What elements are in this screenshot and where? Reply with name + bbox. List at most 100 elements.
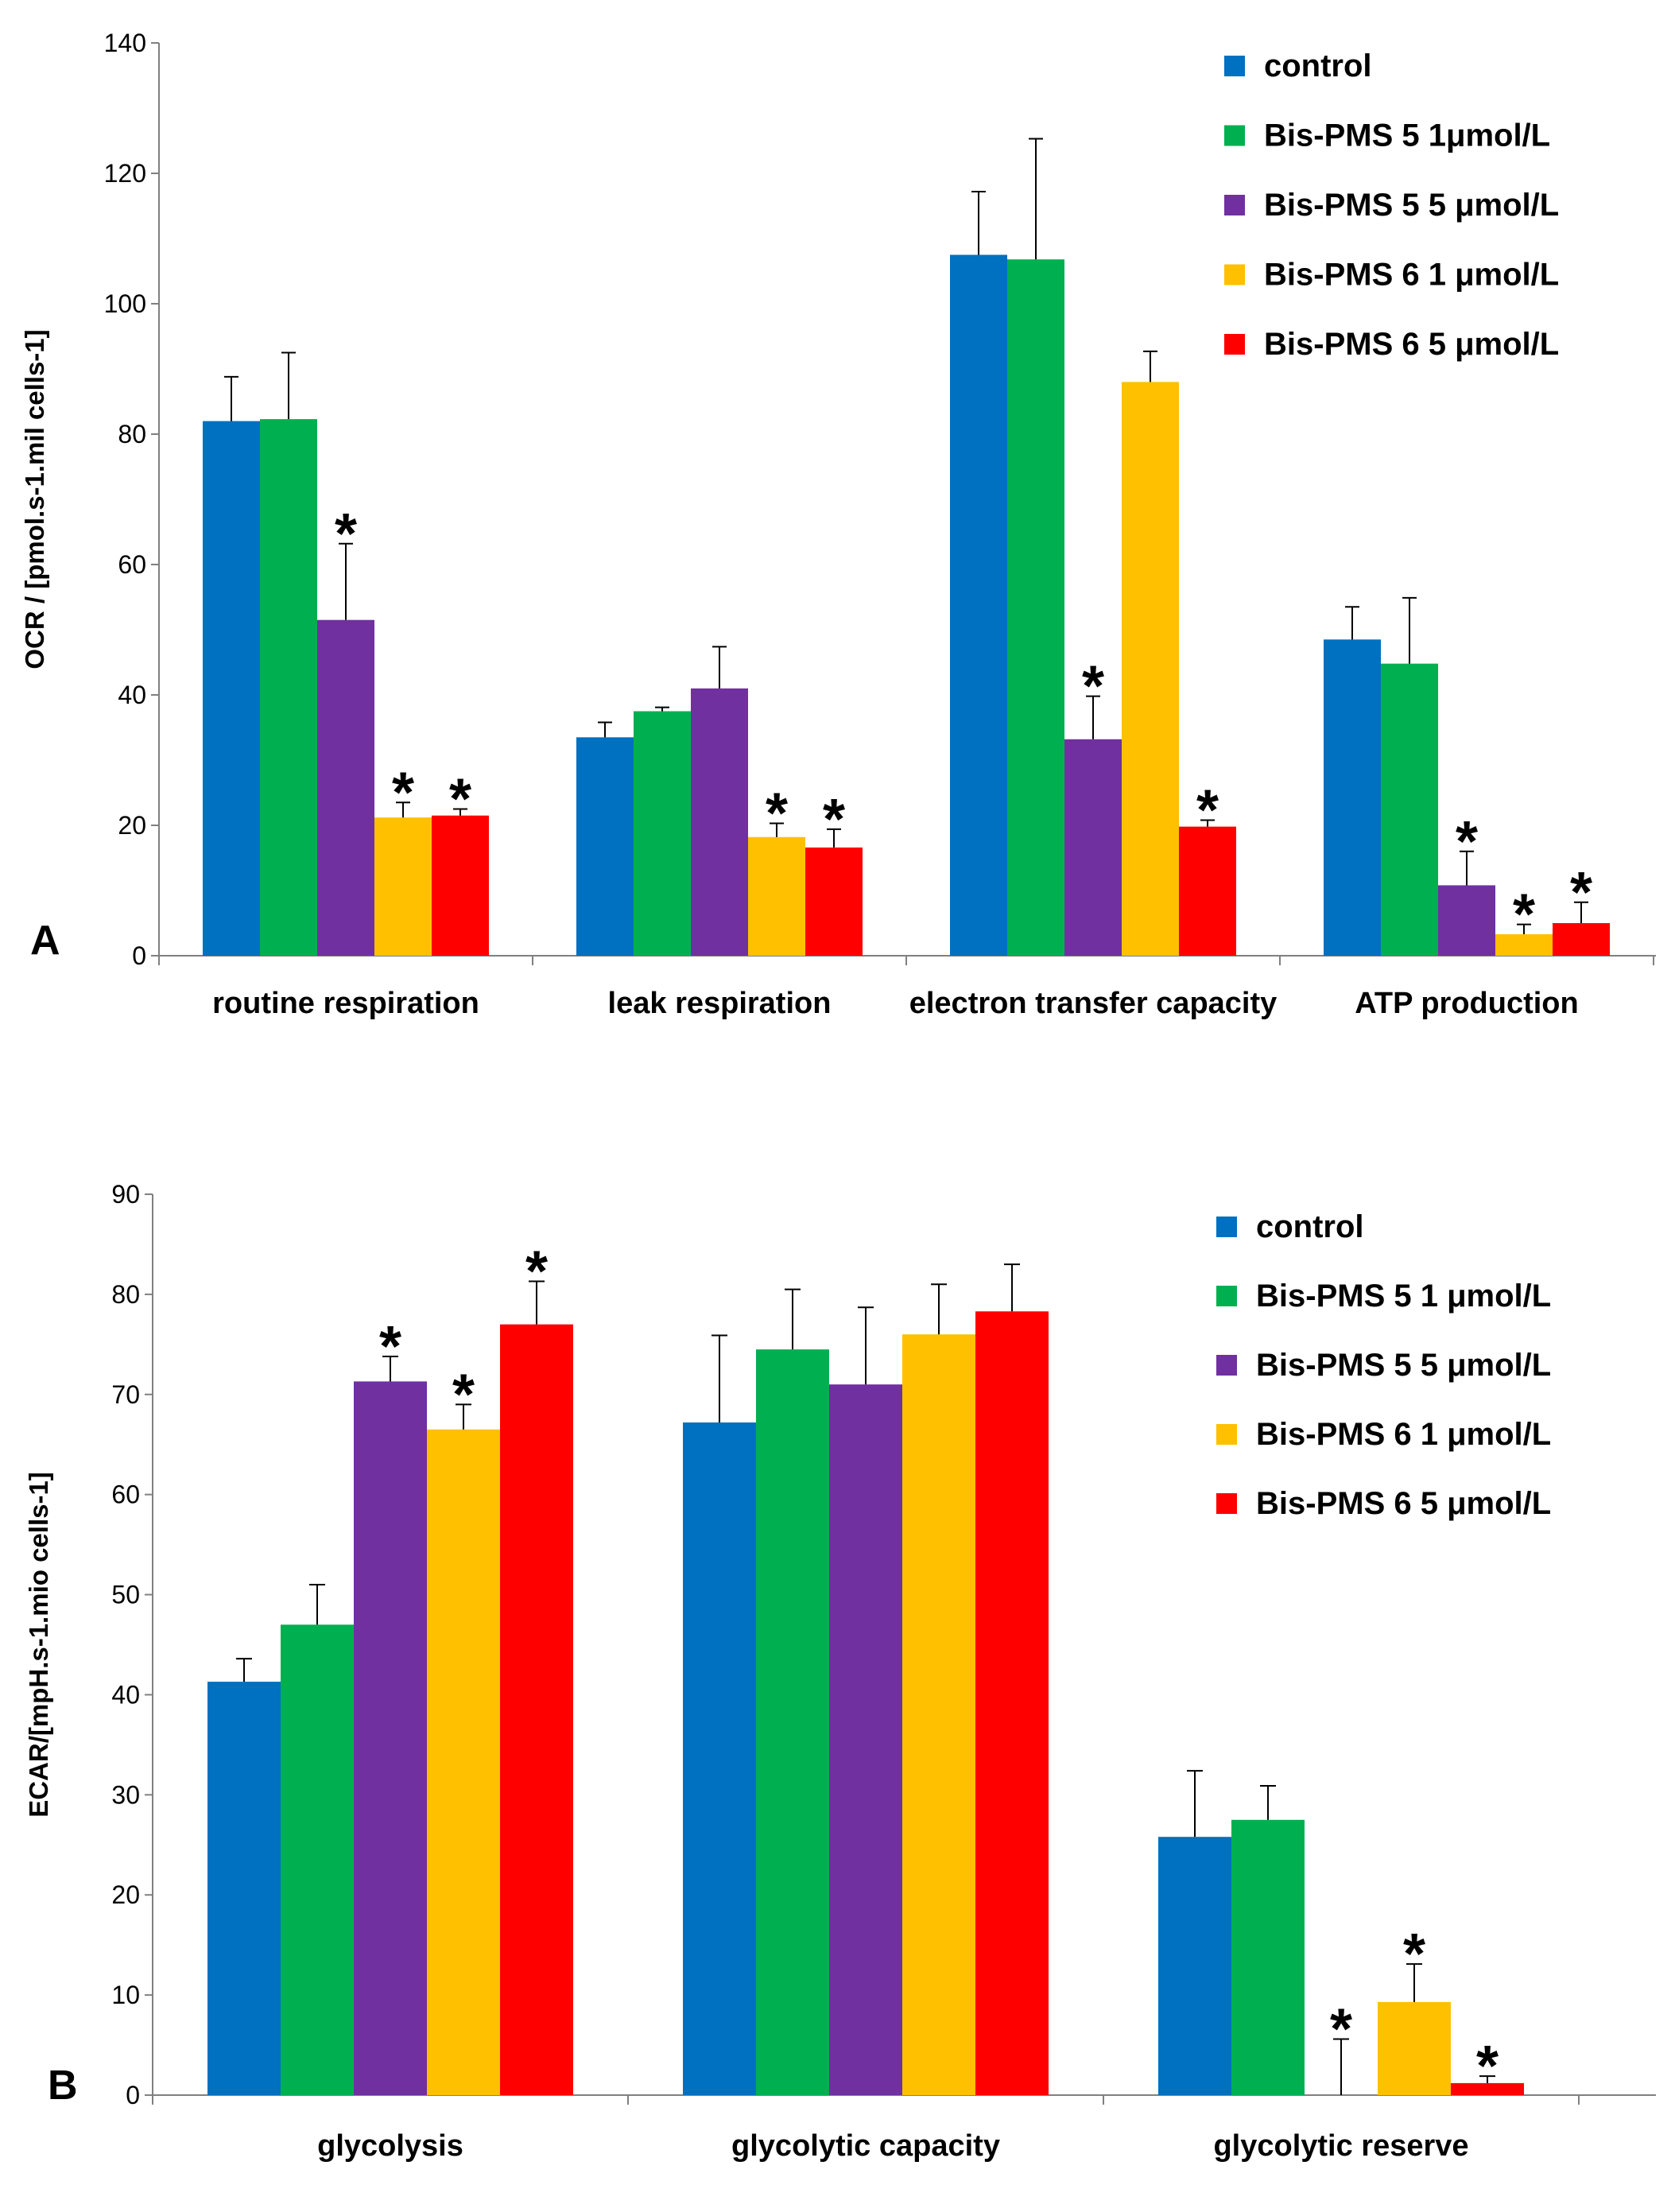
legend-swatch: [1224, 195, 1245, 215]
legend-swatch: [1216, 1355, 1237, 1376]
significance-marker: *: [1513, 883, 1535, 947]
bar: [1553, 923, 1610, 956]
bar: [1231, 1819, 1305, 2095]
legend-swatch: [1224, 334, 1245, 355]
legend-label: Bis-PMS 5 5 μmol/L: [1264, 188, 1559, 223]
bar: [805, 847, 863, 956]
bar: [756, 1349, 829, 2095]
legend-label: Bis-PMS 6 1 μmol/L: [1256, 1417, 1551, 1452]
legend-label: Bis-PMS 6 5 μmol/L: [1264, 327, 1559, 362]
bar: [203, 421, 260, 956]
bar: [1064, 739, 1122, 956]
y-tick-label: 10: [111, 1981, 140, 2009]
significance-marker: *: [1403, 1923, 1425, 1986]
bar: [1179, 826, 1236, 956]
bar: [683, 1422, 756, 2095]
legend-label: Bis-PMS 6 5 μmol/L: [1256, 1486, 1551, 1521]
y-axis-label: OCR / [pmol.s-1.mil cells-1]: [20, 329, 49, 669]
bar: [281, 1624, 354, 2095]
y-tick-label: 30: [111, 1780, 140, 1809]
legend-label: control: [1256, 1209, 1364, 1244]
legend-label: Bis-PMS 6 1 μmol/L: [1264, 258, 1559, 293]
y-tick-label: 120: [104, 159, 146, 188]
bar: [427, 1429, 500, 2095]
legend-label: control: [1264, 49, 1372, 83]
bar: [634, 711, 691, 956]
significance-marker: *: [823, 788, 845, 852]
bar: [748, 836, 805, 956]
y-tick-label: 90: [111, 1180, 140, 1209]
bar: [432, 815, 489, 956]
y-tick-label: 50: [111, 1581, 140, 1609]
bar: [975, 1311, 1049, 2095]
bar: [207, 1682, 281, 2095]
significance-marker: *: [449, 768, 471, 832]
y-axis-label: ECAR/[mpH.s-1.mio cells-1]: [24, 1472, 53, 1818]
panel-label: A: [30, 918, 60, 964]
y-tick-label: 20: [111, 1880, 140, 1909]
bar: [1007, 259, 1064, 956]
y-tick-label: 20: [118, 811, 146, 840]
x-category-label: glycolytic reserve: [1213, 2129, 1468, 2163]
significance-marker: *: [766, 782, 788, 846]
legend-swatch: [1216, 1493, 1237, 1514]
bar: [1324, 639, 1381, 956]
legend-label: Bis-PMS 5 1 μmol/L: [1256, 1279, 1551, 1314]
y-tick-label: 100: [104, 289, 146, 318]
bar: [317, 619, 374, 956]
y-tick-label: 40: [118, 681, 146, 709]
panel-label: B: [48, 2063, 78, 2109]
bar: [500, 1324, 573, 2095]
chart-panel-b: 0 10 20 30 40 50 60 70 80 90 * * * glycolysis glycolyt…: [24, 1180, 1656, 2163]
legend-swatch: [1216, 1286, 1237, 1306]
bar: [1158, 1837, 1231, 2095]
y-tick-label: 0: [132, 941, 146, 970]
bar: [691, 688, 748, 956]
bar: [1122, 382, 1179, 956]
x-category-label: leak respiration: [608, 987, 832, 1020]
bar: [576, 737, 634, 956]
legend-swatch: [1216, 1217, 1237, 1237]
significance-marker: *: [392, 761, 414, 825]
bar: [374, 817, 432, 956]
legend-swatch: [1224, 125, 1245, 146]
bar: [260, 419, 317, 956]
x-category-label: routine respiration: [212, 987, 479, 1020]
significance-marker: *: [1456, 810, 1478, 874]
significance-marker: *: [1082, 655, 1104, 719]
bar: [1438, 885, 1495, 956]
bar: [1495, 933, 1553, 956]
significance-marker: *: [1570, 861, 1592, 925]
y-tick-label: 80: [118, 420, 146, 448]
x-category-label: glycolytic capacity: [731, 2129, 1000, 2163]
significance-marker: *: [335, 503, 357, 566]
y-tick-label: 70: [111, 1380, 140, 1409]
legend-label: Bis-PMS 5 1μmol/L: [1264, 118, 1550, 153]
bar: [950, 254, 1007, 956]
significance-marker: *: [1196, 778, 1219, 842]
bar: [829, 1384, 902, 2095]
significance-marker: *: [525, 1240, 548, 1304]
x-category-label: electron transfer capacity: [909, 987, 1278, 1020]
bar: [1381, 663, 1438, 956]
y-tick-label: 40: [111, 1680, 140, 1709]
y-tick-label: 140: [104, 29, 146, 57]
legend-swatch: [1216, 1424, 1237, 1445]
legend-swatch: [1224, 264, 1245, 285]
x-category-label: ATP production: [1355, 987, 1578, 1020]
legend-swatch: [1224, 56, 1245, 76]
significance-marker: *: [1476, 2035, 1499, 2098]
x-category-label: glycolysis: [317, 2129, 463, 2163]
legend-label: Bis-PMS 5 5 μmol/L: [1256, 1348, 1551, 1383]
bar: [902, 1334, 975, 2095]
y-tick-label: 60: [118, 550, 146, 579]
bar: [1451, 2082, 1524, 2095]
significance-marker: *: [379, 1315, 401, 1379]
significance-marker: *: [1330, 1998, 1352, 2062]
significance-marker: *: [452, 1363, 475, 1426]
bar: [354, 1381, 427, 2095]
chart-panel-a: 0 20 40 60 80 100 120 140 * * * routine respiration…: [20, 29, 1656, 1020]
y-tick-label: 80: [111, 1280, 140, 1309]
bar: [1378, 2001, 1451, 2095]
